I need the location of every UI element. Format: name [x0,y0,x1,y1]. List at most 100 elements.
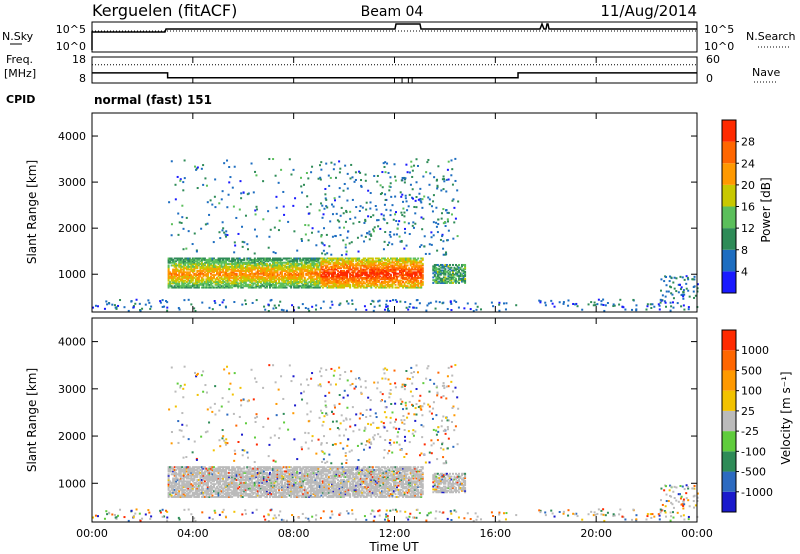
power-cell [291,260,294,263]
velocity-cell [247,477,250,480]
velocity-cell [243,476,246,479]
power-cell [240,286,243,289]
velocity-cell [249,490,252,493]
velocity-cell [167,487,170,490]
power-cell [219,265,222,268]
velocity-cell [219,495,222,498]
velocity-cell [199,493,202,496]
velocity-cell [252,491,255,494]
power-cell [383,276,386,279]
power-cell [261,278,264,281]
power-cell [252,264,255,267]
power-cell [282,190,285,193]
power-cell [270,283,273,286]
power-cell [391,260,394,263]
velocity-cell [202,483,205,486]
power-cell [256,257,259,260]
power-cell [553,305,556,308]
power-cell [252,286,255,289]
velocity-cell [255,467,258,470]
power-cell [538,299,541,302]
power-cell [386,267,389,270]
velocity-cell [249,477,252,480]
power-cell [205,278,208,281]
velocity-cell [184,491,187,494]
power-cell [185,283,188,286]
power-cell [194,286,197,289]
power-cell [173,264,176,267]
velocity-cell [235,484,238,487]
power-cell [250,275,253,278]
velocity-cell [176,473,179,476]
velocity-cell [255,473,258,476]
power-cell [395,211,398,214]
velocity-cell [173,483,176,486]
power-cell [193,268,196,271]
power-cell [403,283,406,286]
power-cell [213,261,215,264]
power-cell [194,265,197,268]
velocity-cell [253,466,256,469]
power-cell [602,298,605,301]
power-cell [315,267,318,270]
velocity-cell [208,490,211,493]
velocity-cell [208,494,211,497]
power-cell [450,302,453,305]
velocity-cell [208,474,211,477]
power-cell [372,230,375,233]
velocity-cell [234,474,237,477]
power-cell [389,278,392,281]
power-cell [258,279,261,282]
power-cell [213,274,215,277]
power-cell [256,274,259,277]
power-cell [390,195,393,198]
power-cell [417,198,420,201]
velocity-cell [216,476,219,479]
power-cell [446,168,449,171]
power-cell [324,278,327,281]
power-cell [268,279,271,282]
power-cell [206,279,209,282]
velocity-cell [179,484,182,487]
power-cell [405,274,408,277]
power-cell [264,257,267,260]
power-cell [371,267,374,270]
power-cell [412,263,415,266]
power-cell [307,239,310,242]
power-cell [406,209,409,212]
noise-left-tick-top: 10^5 [56,23,86,36]
power-cell [394,283,397,286]
velocity-cell [169,486,172,489]
power-cell [272,251,275,254]
power-cell [327,260,330,263]
power-cell [302,283,305,286]
power-cell [346,281,349,284]
power-cell [441,277,444,280]
velocity-cell [223,493,226,496]
power-cell [249,261,252,264]
power-cell [265,272,268,275]
velocity-cell [244,477,247,480]
power-cell [380,272,383,275]
velocity-cell [200,487,203,490]
power-cell [423,245,426,248]
velocity-cell [182,467,185,470]
velocity-cell [206,473,209,476]
power-cell [299,267,302,270]
power-cell [226,276,229,279]
power-cell [279,272,282,275]
power-cell [211,278,214,281]
power-cell [179,267,182,270]
power-cell [420,272,423,275]
velocity-cell [225,494,228,497]
power-cell [172,261,175,264]
power-cell [232,274,235,277]
power-cell [265,286,268,289]
power-cell [349,286,352,289]
power-cell [327,271,330,274]
velocity-cell [216,493,219,496]
velocity-cell [247,476,250,479]
velocity-cell [256,466,259,469]
power-cell [229,263,232,266]
power-cell [240,268,243,271]
